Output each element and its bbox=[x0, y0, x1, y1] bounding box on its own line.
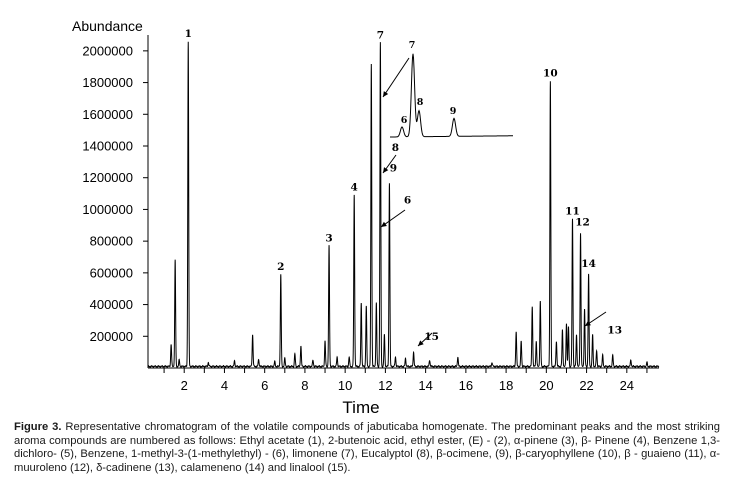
figure-caption: Figure 3. Representative chromatogram of… bbox=[14, 421, 720, 475]
y-tick-label: 1800000 bbox=[82, 75, 133, 90]
y-tick-label: 1000000 bbox=[82, 202, 133, 217]
y-tick-label: 1200000 bbox=[82, 170, 133, 185]
trace-group bbox=[147, 41, 660, 368]
y-tick-label: 400000 bbox=[90, 297, 133, 312]
y-tick-label: 1600000 bbox=[82, 107, 133, 122]
x-tick-label: 20 bbox=[539, 378, 553, 393]
y-tick-label: 1400000 bbox=[82, 139, 133, 154]
x-tick-label: 18 bbox=[499, 378, 513, 393]
peak-label: 4 bbox=[351, 182, 358, 194]
x-tick-label: 10 bbox=[338, 378, 352, 393]
peak-label: 8 bbox=[392, 142, 399, 154]
x-tick-label: 4 bbox=[221, 378, 228, 393]
x-tick-label: 6 bbox=[261, 378, 268, 393]
y-tick-label: 2000000 bbox=[82, 43, 133, 58]
inset-peak-label: 6 bbox=[401, 115, 408, 126]
peak-label: 10 bbox=[543, 68, 558, 80]
peak-label: 9 bbox=[390, 163, 397, 175]
peak-label: 12 bbox=[575, 217, 590, 229]
inset-peak-label: 8 bbox=[417, 97, 424, 108]
x-tick-label: 12 bbox=[378, 378, 392, 393]
x-tick-label: 22 bbox=[579, 378, 593, 393]
callout-arrowhead bbox=[585, 320, 591, 326]
callout-arrowhead bbox=[383, 167, 389, 173]
y-tick-label: 200000 bbox=[90, 329, 133, 344]
inset-peak-label: 9 bbox=[450, 106, 457, 117]
peak-label: 11 bbox=[565, 206, 580, 218]
y-axis-title: Abundance bbox=[72, 18, 143, 34]
caption-text: Representative chromatogram of the volat… bbox=[14, 421, 720, 474]
annotations bbox=[380, 57, 607, 347]
callout-arrowhead bbox=[381, 221, 387, 227]
x-tick-label: 2 bbox=[181, 378, 188, 393]
chromatogram-chart: 2000004000006000008000001000000120000014… bbox=[72, 18, 660, 417]
y-tick-label: 800000 bbox=[90, 234, 133, 249]
peak-label: 6 bbox=[404, 194, 411, 206]
inset-peak-label: 7 bbox=[409, 40, 416, 51]
peak-label: 3 bbox=[325, 232, 332, 244]
x-axis-title: Time bbox=[342, 398, 379, 417]
x-tick-label: 14 bbox=[418, 378, 432, 393]
peak-label: 15 bbox=[424, 331, 439, 343]
x-tick-label: 16 bbox=[459, 378, 473, 393]
y-tick-label: 600000 bbox=[90, 265, 133, 280]
callout-arrowhead bbox=[383, 91, 389, 97]
peak-label: 2 bbox=[277, 261, 284, 273]
axes: 200000 400000 600000 800000 1000000 1200000 14… bbox=[82, 35, 659, 393]
peak-label: 14 bbox=[581, 258, 596, 270]
peak-label: 13 bbox=[607, 324, 622, 336]
peak-label: 1 bbox=[185, 28, 192, 40]
callout-arrowhead bbox=[418, 340, 424, 346]
inset-trace bbox=[389, 53, 514, 138]
chromatogram-trace bbox=[147, 41, 660, 368]
caption-label: Figure 3. bbox=[14, 421, 62, 433]
inset-chromatogram: 7 68 9 bbox=[389, 40, 514, 138]
callout-arrow-line bbox=[382, 57, 410, 98]
x-tick-label: 24 bbox=[620, 378, 634, 393]
x-tick-label: 8 bbox=[301, 378, 308, 393]
peak-label: 7 bbox=[377, 30, 384, 42]
